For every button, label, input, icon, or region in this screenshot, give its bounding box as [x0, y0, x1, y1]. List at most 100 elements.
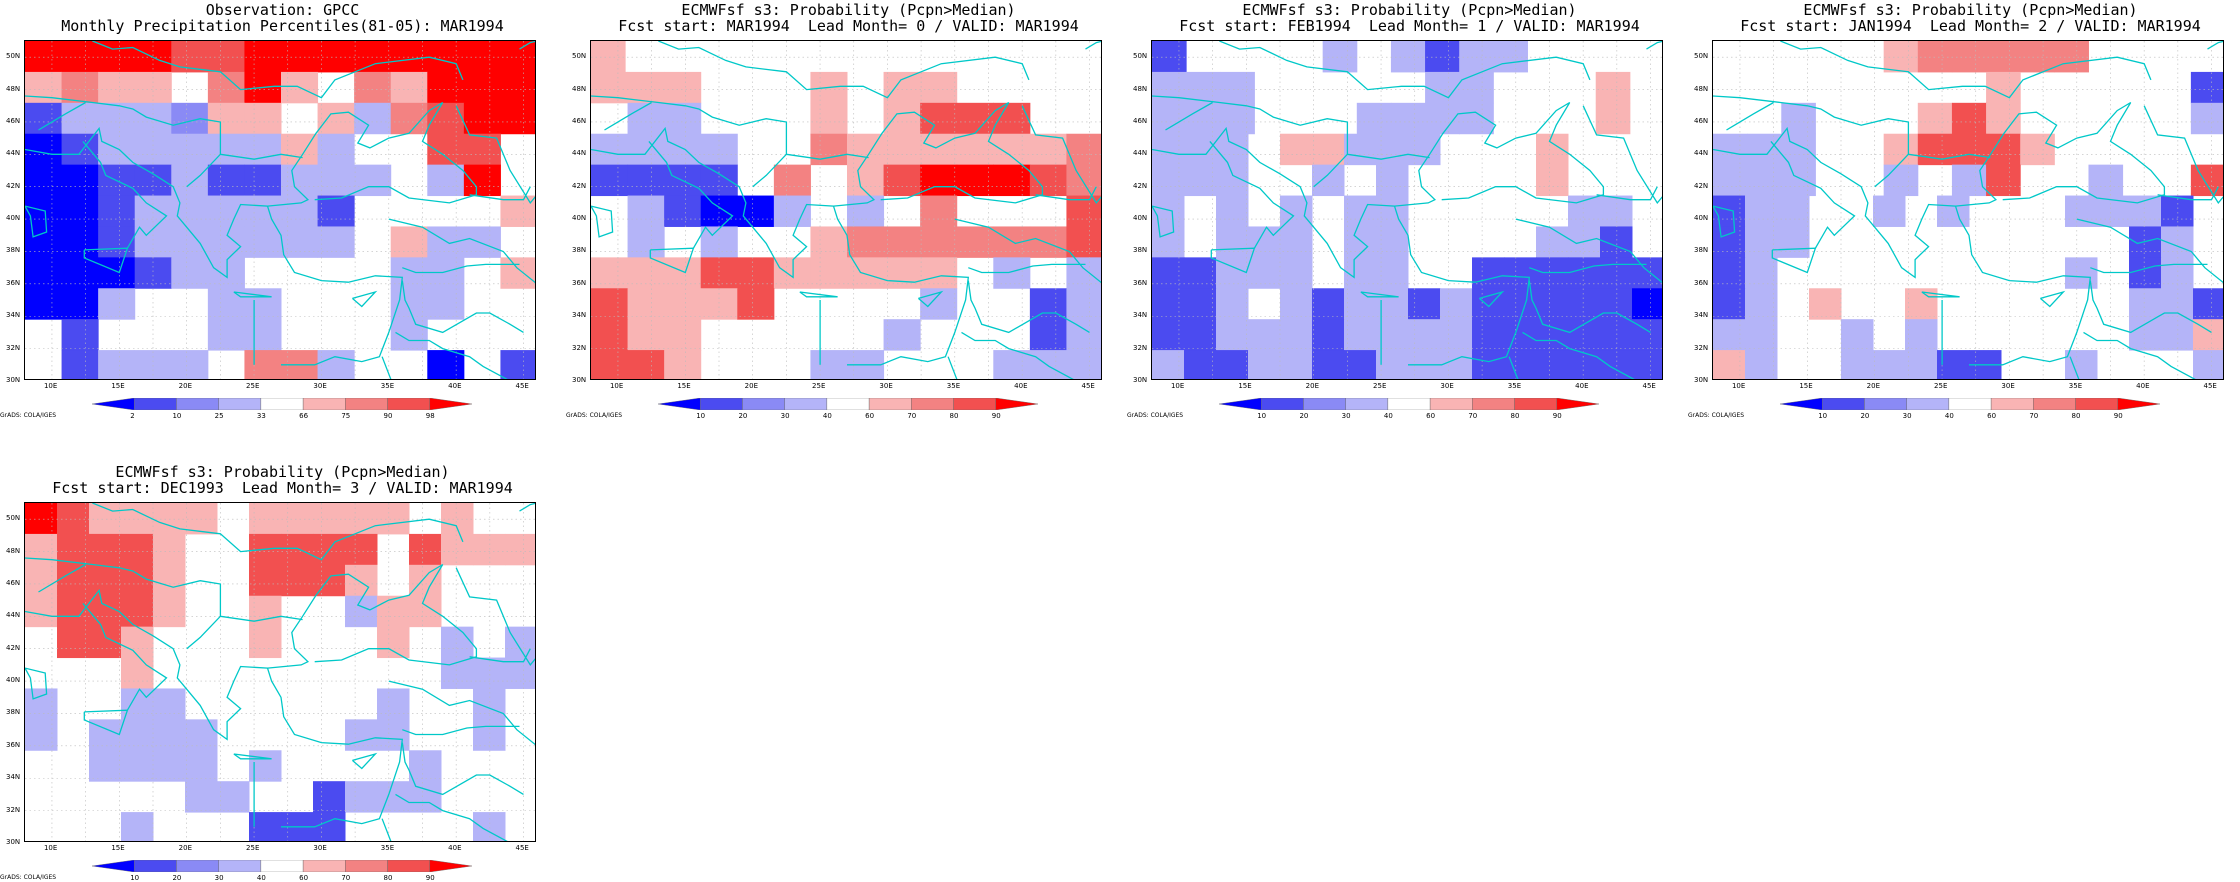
lat-label: 40N [1133, 214, 1148, 223]
grid-cell [810, 226, 848, 258]
lat-label: 40N [1694, 214, 1709, 223]
grid-cell [153, 688, 186, 720]
grid-cell [463, 226, 501, 258]
grid-cell [25, 133, 63, 166]
grid-cell [810, 102, 848, 135]
grads-credit: GrADS: COLA/IGES [0, 874, 57, 881]
grid-cell [345, 564, 378, 597]
colorbar [1219, 398, 1599, 410]
grid-cell [591, 350, 629, 379]
grid-cell [1600, 319, 1633, 351]
grid-cell [664, 195, 702, 227]
colorbar-swatch [742, 398, 785, 410]
colorbar-swatch [260, 860, 304, 872]
grid-cell [920, 226, 958, 258]
coastline [967, 280, 1090, 334]
grid-cell [1568, 350, 1601, 379]
grid-cell [244, 164, 282, 197]
colorbar-swatch [1906, 398, 1950, 410]
grid-cell [134, 164, 172, 197]
colorbar-swatch [429, 860, 472, 872]
grid-cell [249, 564, 282, 597]
colorbar-swatch [1472, 398, 1515, 410]
grid-cell [171, 195, 209, 227]
panel-title: ECMWFsf s3: Probability (Pcpn>Median) [1242, 1, 1577, 19]
grid-cell [390, 71, 428, 104]
grid-cell [1600, 195, 1633, 227]
grid-cell [664, 288, 702, 320]
coastline [92, 41, 464, 99]
grid-cell [1184, 319, 1217, 351]
grid-cell [1029, 288, 1067, 320]
grid-cell [591, 164, 629, 197]
coastline [1209, 140, 1295, 249]
grid-cell [993, 350, 1031, 379]
grid-cell [345, 719, 378, 751]
grid-cell [427, 133, 465, 166]
coastline [1646, 41, 1662, 50]
grid-cell [883, 226, 921, 258]
grid-cell [773, 257, 811, 289]
lat-label: 30N [6, 838, 21, 846]
colorbar-label: 25 [214, 412, 224, 420]
grid-cell [281, 41, 319, 73]
grid-cell [313, 812, 346, 841]
coastline [947, 356, 958, 379]
grid-cell [171, 133, 209, 166]
grid-cell [1745, 195, 1778, 227]
colorbar-swatch [1261, 398, 1304, 410]
grid-cell [427, 71, 465, 104]
grid-cell [1600, 257, 1633, 289]
grid-cell [61, 319, 99, 351]
grid-cell [89, 750, 122, 782]
grid-cell [920, 71, 958, 104]
grid-cell [1376, 257, 1409, 289]
grid-cell [185, 503, 218, 535]
coastline [1921, 291, 1960, 298]
grid-cell [1216, 133, 1249, 166]
colorbar-label: 80 [949, 412, 959, 420]
coastline [233, 753, 272, 760]
map-svg [1713, 41, 2223, 379]
coastline [1219, 41, 1591, 99]
grid-cell [98, 195, 136, 227]
grid-cell [1280, 257, 1313, 289]
grid-cell [61, 41, 99, 73]
coastline [1908, 153, 1991, 160]
coastline [2157, 186, 2219, 201]
grid-cell [664, 133, 702, 166]
colorbar-swatch [1514, 398, 1557, 410]
grid-cell [1425, 71, 1460, 104]
colorbar-label: 30 [780, 412, 790, 420]
colorbar-label: 30 [1902, 412, 1912, 420]
grid-cell [1344, 195, 1377, 227]
grid-cell [773, 195, 811, 227]
grid-cell [810, 257, 848, 289]
map-area [24, 502, 536, 842]
grid-cell [207, 319, 245, 351]
grid-cell [1472, 319, 1505, 351]
colorbar-label: 10 [1818, 412, 1828, 420]
grid-cell [1184, 350, 1217, 379]
lat-label: 42N [6, 181, 21, 190]
grid-cell [317, 41, 355, 73]
map-svg [1152, 41, 1662, 379]
grid-cell [244, 195, 282, 227]
colorbar-label: 10 [130, 874, 140, 882]
grid-cell [354, 102, 392, 135]
grid-cell [1777, 226, 1810, 258]
lon-label: 35E [2068, 382, 2083, 390]
coastline [1210, 247, 1256, 274]
grid-cell [409, 595, 442, 628]
grid-cell [317, 102, 355, 135]
lat-label: 30N [572, 376, 587, 384]
coastline [1770, 140, 1856, 249]
lon-label: 30E [1440, 382, 1454, 390]
grid-cell [2161, 288, 2194, 320]
grid-cell [25, 41, 63, 73]
grid-cell [1152, 288, 1185, 320]
grid-cell [57, 533, 90, 566]
lat-label: 36N [572, 278, 587, 287]
coastline [1508, 356, 1519, 379]
grid-cell [281, 503, 314, 535]
